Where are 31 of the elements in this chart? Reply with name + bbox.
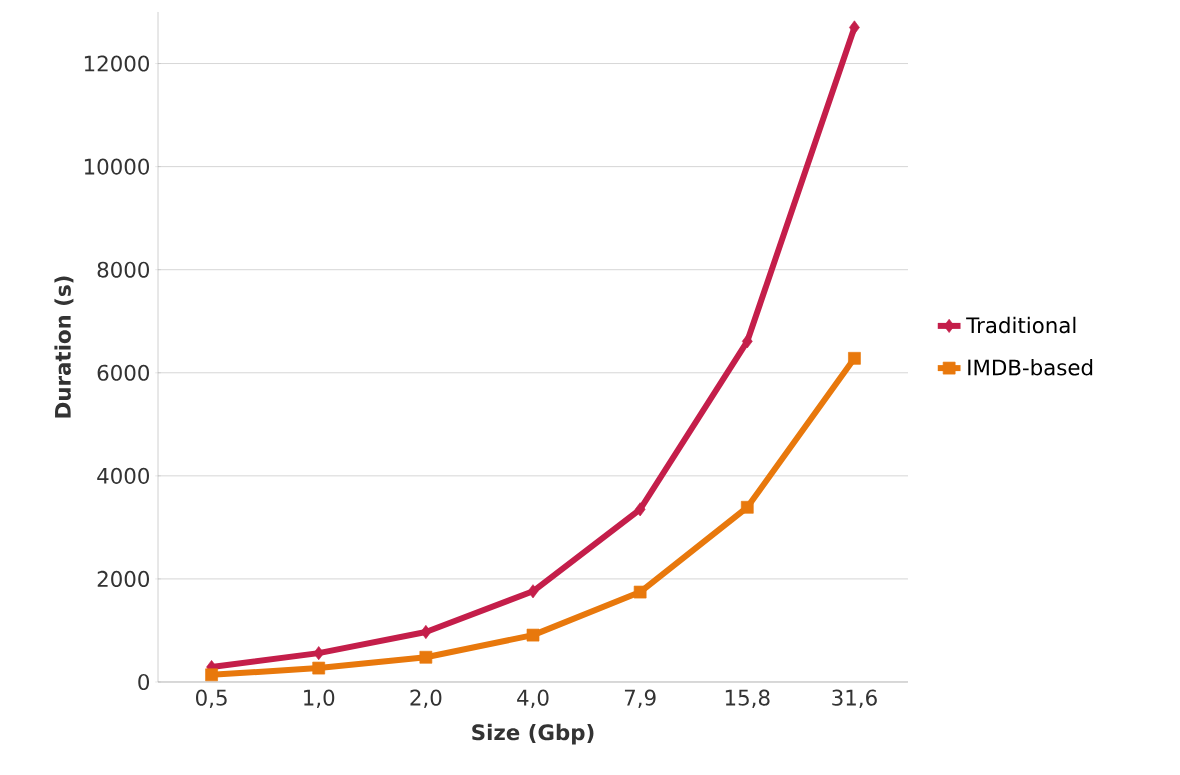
x-tick-label: 15,8 xyxy=(725,689,770,708)
x-tick-label: 2,0 xyxy=(410,689,442,708)
x-tick-label: 4,0 xyxy=(517,689,549,708)
y-tick-label: 2000 xyxy=(97,570,150,587)
y-tick-label: 12000 xyxy=(84,55,149,72)
x-tick-label: 1,0 xyxy=(304,689,335,708)
legend-label: IMDB-based xyxy=(968,359,1093,376)
point xyxy=(312,661,326,675)
x-axis-title: Size (Gbp) xyxy=(472,723,594,745)
point xyxy=(741,334,753,349)
y-tick-label: 8000 xyxy=(97,261,150,278)
y-tick-label: 10000 xyxy=(84,158,149,175)
point xyxy=(740,500,754,514)
y-tick-label: 4000 xyxy=(97,467,150,484)
y-tick-label: 0 xyxy=(138,673,150,691)
x-tick-label: 31,6 xyxy=(832,689,877,708)
y-axis-title: Duration (s) xyxy=(54,276,74,418)
point xyxy=(848,352,861,365)
point xyxy=(420,625,432,640)
legend-label: Traditional xyxy=(966,316,1076,334)
point xyxy=(527,584,539,599)
point xyxy=(634,502,646,517)
y-tick-label: 6000 xyxy=(97,364,150,381)
point xyxy=(849,20,860,35)
point xyxy=(205,668,218,682)
point xyxy=(526,628,540,642)
point xyxy=(633,585,647,599)
x-tick-label: 0,5 xyxy=(196,689,227,708)
point xyxy=(419,650,433,664)
point xyxy=(313,646,325,661)
x-tick-label: 7,9 xyxy=(624,689,656,708)
